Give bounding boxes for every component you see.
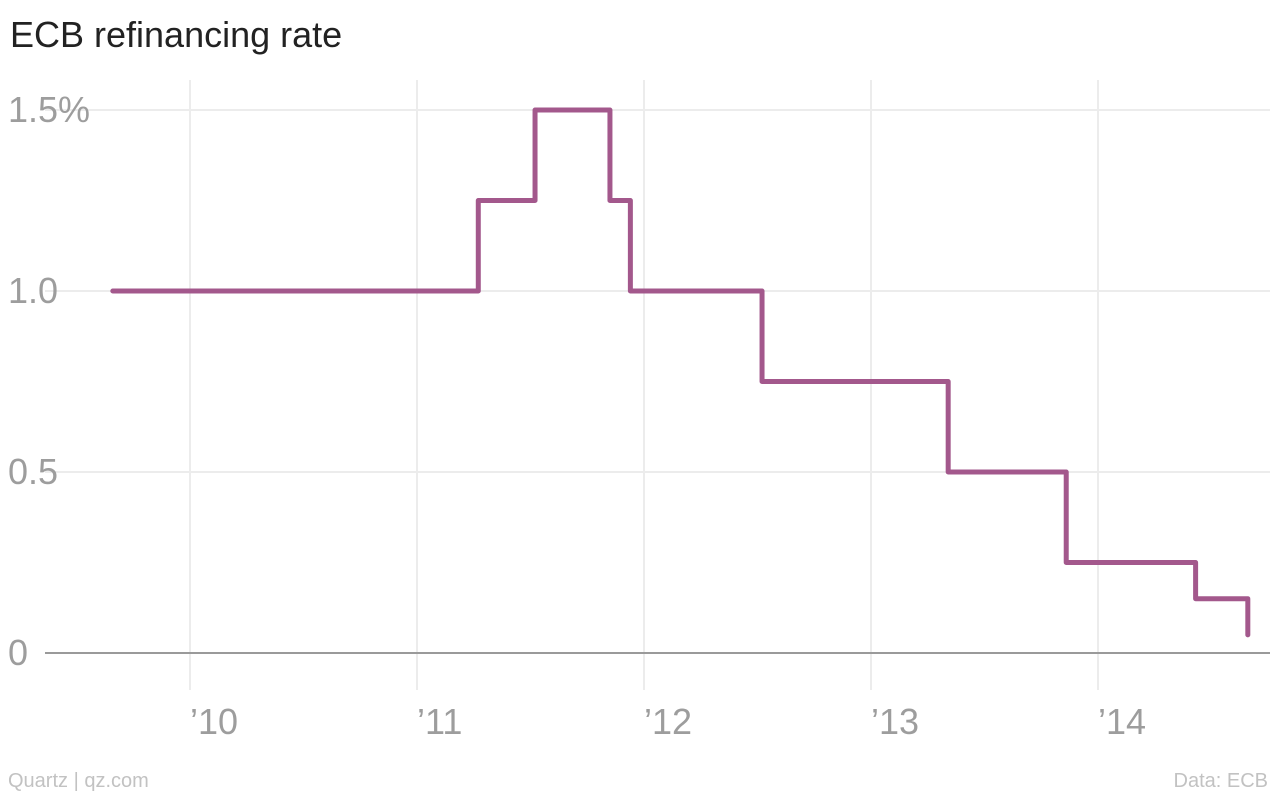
data-source: Data: ECB [1173, 770, 1268, 792]
y-tick-label: 1.5% [8, 89, 90, 130]
x-tick-label: ’14 [1098, 701, 1146, 742]
x-tick-label: ’13 [871, 701, 919, 742]
chart-title: ECB refinancing rate [10, 14, 343, 55]
x-gridlines [189, 80, 1099, 690]
x-tick-label: ’10 [190, 701, 238, 742]
y-tick-label: 0 [8, 632, 28, 673]
x-tick-label: ’12 [644, 701, 692, 742]
source-credit: Quartz | qz.com [8, 770, 149, 792]
x-tick-label: ’11 [417, 701, 462, 742]
x-tick-labels: ’10 ’11 ’12 ’13 ’14 [190, 701, 1146, 742]
y-tick-labels: 0 0.5 1.0 1.5% [8, 89, 90, 673]
y-tick-label: 0.5 [8, 451, 58, 492]
y-tick-label: 1.0 [8, 270, 58, 311]
series-line-ecb-rate [110, 107, 1251, 638]
